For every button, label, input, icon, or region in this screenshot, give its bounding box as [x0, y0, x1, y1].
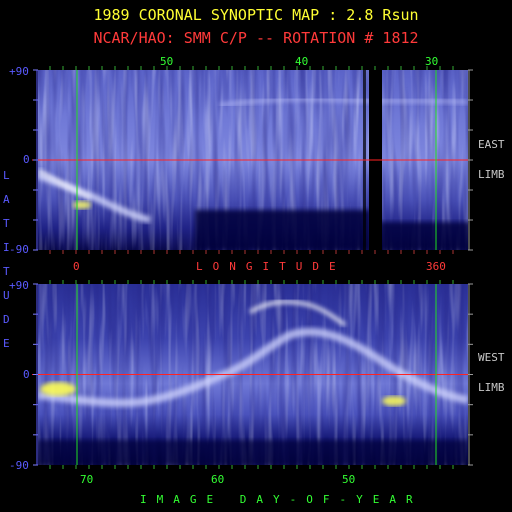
latitude-axis-letter: A — [3, 193, 10, 206]
bottom-xtick-70: 70 — [80, 473, 94, 486]
top-ytick-0: 0 — [23, 153, 30, 166]
bottom-limb-label-2: LIMB — [478, 381, 505, 394]
latitude-axis-letter: T — [3, 217, 10, 230]
top-ytick-plus90: +90 — [9, 65, 29, 78]
bottom-xlabel: IMAGE DAY-OF-YEAR — [140, 493, 423, 506]
chart-title: 1989 CORONAL SYNOPTIC MAP : 2.8 Rsun — [93, 6, 419, 24]
bottom-ytick-0: 0 — [23, 368, 30, 381]
latitude-axis-letter: I — [3, 241, 10, 254]
latitude-axis-letter: E — [3, 337, 10, 350]
latitude-axis-letter: U — [3, 289, 10, 302]
top-xtick-30: 30 — [425, 55, 439, 68]
bottom-ytick-minus90: -90 — [9, 459, 29, 472]
top-xtick-360: 360 — [426, 260, 446, 273]
bottom-xtick-50: 50 — [342, 473, 356, 486]
top-xtick-50: 50 — [160, 55, 174, 68]
top-limb-label-2: LIMB — [478, 168, 505, 181]
bottom-xtick-60: 60 — [211, 473, 225, 486]
top-limb-label-1: EAST — [478, 138, 505, 151]
top-xlabel: LONGITUDE — [196, 260, 346, 273]
bottom-ytick-plus90: +90 — [9, 279, 29, 292]
bottom-limb-label-1: WEST — [478, 351, 505, 364]
latitude-axis-letter: L — [3, 169, 10, 182]
top-ytick-minus90: -90 — [9, 243, 29, 256]
top-xtick-0: 0 — [73, 260, 80, 273]
top-xtick-40: 40 — [295, 55, 309, 68]
latitude-axis-letter: T — [3, 265, 10, 278]
chart-subtitle: NCAR/HAO: SMM C/P -- ROTATION # 1812 — [93, 29, 419, 47]
latitude-axis-letter: D — [3, 313, 10, 326]
